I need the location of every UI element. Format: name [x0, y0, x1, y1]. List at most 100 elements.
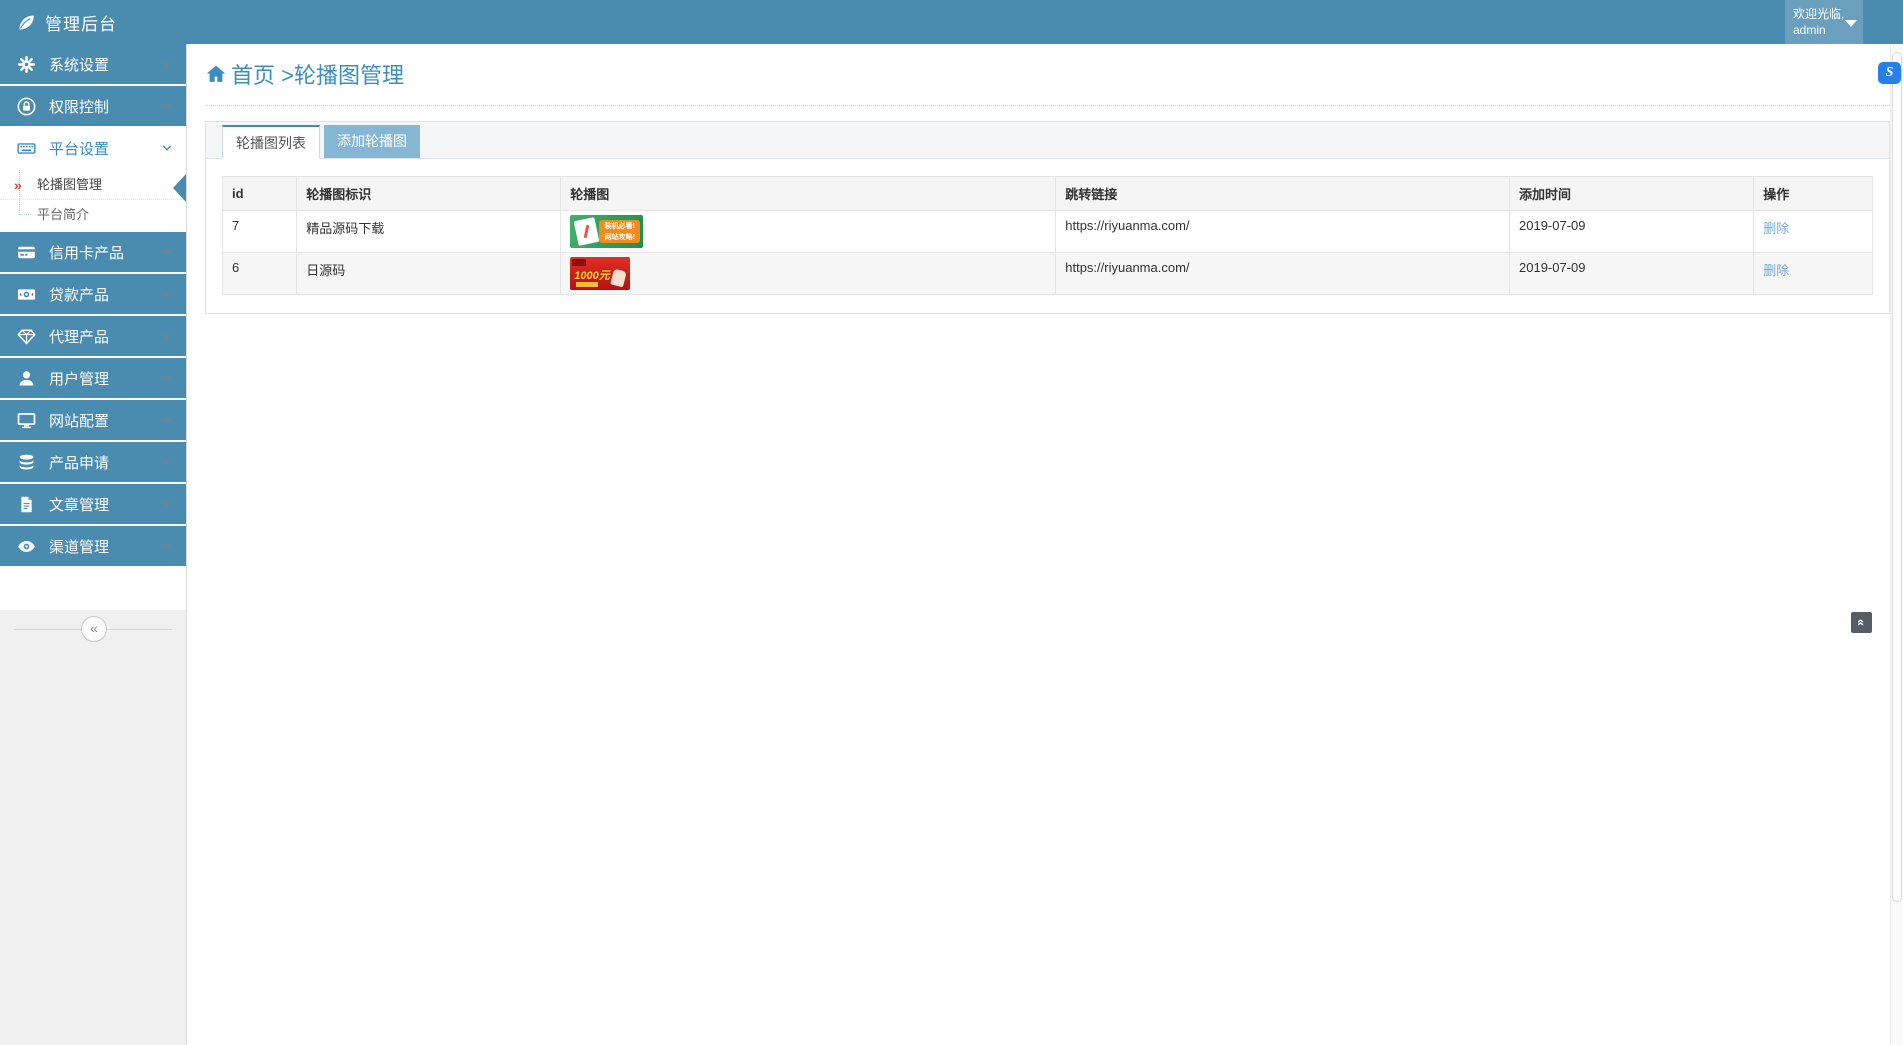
sidebar-item-label: 用户管理: [49, 370, 110, 388]
chevron-down-icon: [160, 329, 174, 343]
app-title: 管理后台: [45, 14, 117, 34]
cell-date: 2019-07-09: [1508, 210, 1755, 253]
table-row: 7 精品源码下载 装机必看! 网站攻略! https://riyuanma.co…: [221, 210, 1873, 253]
cell-link: https://riyuanma.com/: [1055, 252, 1510, 295]
tab-bar: 轮播图列表 添加轮播图: [206, 122, 1889, 159]
delete-link[interactable]: 删除: [1763, 263, 1790, 278]
sidebar-item-loan-products[interactable]: 贷款产品: [0, 274, 186, 314]
sidebar-item-system-settings[interactable]: 系统设置: [0, 44, 186, 84]
column-header-id: id: [221, 176, 298, 211]
banner-badge-line: 网站攻略!: [604, 234, 635, 241]
active-menu-notch: [173, 174, 186, 202]
sidebar-item-user-management[interactable]: 用户管理: [0, 358, 186, 398]
sidebar-item-label: 产品申请: [49, 454, 110, 472]
column-header-date: 添加时间: [1508, 176, 1755, 211]
eye-icon: [17, 537, 36, 556]
sidebar-subitem-carousel-management[interactable]: » 轮播图管理: [0, 170, 186, 200]
chevron-down-icon: [160, 413, 174, 427]
chevron-down-icon: [160, 497, 174, 511]
sidebar-item-label: 代理产品: [49, 328, 110, 346]
carousel-table: id 轮播图标识 轮播图 跳转链接 添加时间 操作 7 精品源码下载: [221, 176, 1873, 295]
sidebar: 系统设置 权限控制 平台设置 » 轮播图管理 平台简介 信用卡产品 贷款产品 代…: [0, 44, 187, 1045]
sidebar-item-credit-card-products[interactable]: 信用卡产品: [0, 232, 186, 272]
sidebar-item-permission-control[interactable]: 权限控制: [0, 86, 186, 126]
caret-down-icon: [1845, 20, 1857, 27]
lock-icon: [17, 97, 36, 116]
banner-subtext-block: [576, 282, 599, 287]
banner-badge: 装机必看! 网站攻略!: [599, 220, 641, 243]
carousel-banner-image: 1000元: [570, 257, 631, 290]
sidebar-item-label: 权限控制: [49, 98, 110, 116]
chevron-down-icon: [160, 141, 174, 155]
scrollbar-track[interactable]: [1890, 44, 1903, 1045]
chevron-down-icon: [160, 99, 174, 113]
hand-illustration: [610, 268, 627, 288]
sidebar-item-agent-products[interactable]: 代理产品: [0, 316, 186, 356]
sidebar-item-website-config[interactable]: 网站配置: [0, 400, 186, 440]
sidebar-footer-area: [0, 610, 186, 1045]
chevron-down-icon: [160, 455, 174, 469]
sidebar-item-label: 贷款产品: [49, 286, 110, 304]
sidebar-item-product-application[interactable]: 产品申请: [0, 442, 186, 482]
chevron-down-icon: [160, 287, 174, 301]
username: admin: [1793, 23, 1826, 37]
browser-extension-icon[interactable]: S: [1878, 62, 1901, 84]
platform-settings-submenu: » 轮播图管理 平台简介: [0, 170, 186, 230]
column-header-link: 跳转链接: [1055, 176, 1510, 211]
user-icon: [17, 369, 36, 388]
sidebar-collapse-row: «: [0, 610, 186, 648]
banknote-icon: [17, 285, 36, 304]
keyboard-icon: [17, 139, 36, 158]
cell-id: 7: [221, 210, 298, 253]
chevron-down-icon: [160, 57, 174, 71]
sidebar-item-platform-settings[interactable]: 平台设置: [0, 128, 186, 168]
leaf-icon: [17, 13, 36, 32]
sidebar-item-label: 平台设置: [49, 140, 110, 158]
sidebar-item-label: 系统设置: [49, 56, 110, 74]
breadcrumb-current: >轮播图管理: [281, 63, 404, 88]
paper-illustration: [573, 217, 600, 246]
table-header-row: id 轮播图标识 轮播图 跳转链接 添加时间 操作: [221, 176, 1873, 211]
sidebar-item-label: 信用卡产品: [49, 244, 125, 262]
welcome-text: 欢迎光临,: [1793, 7, 1845, 21]
delete-link[interactable]: 删除: [1763, 221, 1790, 236]
breadcrumb-home-link[interactable]: 首页: [231, 63, 276, 88]
cell-link: https://riyuanma.com/: [1055, 210, 1510, 253]
sidebar-item-label: 网站配置: [49, 412, 110, 430]
banner-tag: [572, 259, 587, 266]
chevron-down-icon: [160, 539, 174, 553]
sidebar-item-label: 渠道管理: [49, 538, 110, 556]
document-icon: [17, 495, 36, 514]
scrollbar-thumb[interactable]: [1892, 52, 1902, 902]
column-header-action: 操作: [1753, 176, 1873, 211]
user-menu[interactable]: 欢迎光临, admin: [1785, 0, 1863, 44]
sidebar-item-channel-management[interactable]: 渠道管理: [0, 526, 186, 566]
app-brand: 管理后台: [0, 10, 117, 35]
sidebar-subitem-label: 平台简介: [37, 207, 90, 222]
tab-add-carousel[interactable]: 添加轮播图: [324, 125, 420, 158]
cell-title: 精品源码下载: [296, 210, 562, 253]
sidebar-subitem-platform-intro[interactable]: 平台简介: [0, 200, 186, 230]
tab-carousel-list[interactable]: 轮播图列表: [222, 125, 320, 159]
chevron-down-icon: [160, 371, 174, 385]
cell-date: 2019-07-09: [1508, 252, 1755, 295]
table-row: 6 日源码 1000元 https://riyuanma.com/ 2019-0…: [221, 252, 1873, 295]
credit-card-icon: [17, 243, 36, 262]
active-marker: »: [14, 177, 22, 193]
banner-badge-line: 装机必看!: [604, 223, 635, 230]
sidebar-collapse-button[interactable]: «: [81, 616, 107, 642]
breadcrumb: 首页 >轮播图管理: [205, 44, 1890, 106]
back-to-top-button[interactable]: «: [1851, 612, 1872, 633]
gem-icon: [17, 327, 36, 346]
carousel-banner-image: 装机必看! 网站攻略!: [570, 215, 644, 248]
sidebar-item-label: 文章管理: [49, 496, 110, 514]
column-header-image: 轮播图: [560, 176, 1057, 211]
home-icon: [205, 63, 227, 85]
banner-amount-text: 1000元: [574, 270, 610, 282]
column-header-title: 轮播图标识: [296, 176, 562, 211]
top-header-bar: 管理后台 欢迎光临, admin: [0, 0, 1903, 44]
cell-id: 6: [221, 252, 298, 295]
main-content: 首页 >轮播图管理 S 轮播图列表 添加轮播图 id 轮播图标识 轮播图 跳转链…: [188, 44, 1903, 1045]
sidebar-item-article-management[interactable]: 文章管理: [0, 484, 186, 524]
carousel-panel: 轮播图列表 添加轮播图 id 轮播图标识 轮播图 跳转链接 添加时间 操作 7 …: [205, 121, 1890, 314]
